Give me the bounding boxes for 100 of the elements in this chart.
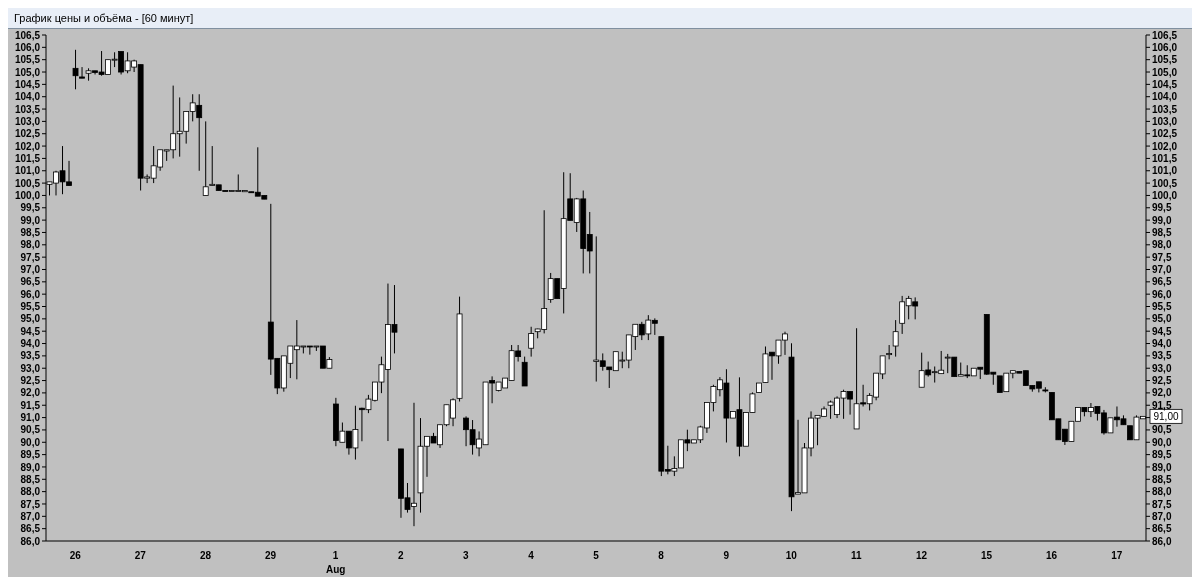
y2-tick-label: 87,0 — [1152, 510, 1172, 522]
y2-tick-label: 92,0 — [1152, 387, 1172, 399]
x-tick-label: 1 — [332, 550, 339, 561]
y2-tick-label: 103,5 — [1152, 103, 1178, 115]
candlestick — [521, 356, 528, 387]
x-tick-label: 2 — [397, 550, 404, 561]
y2-tick-label: 88,5 — [1152, 473, 1172, 485]
x-tick-label: 17 — [1111, 550, 1123, 561]
y-tick-label: 106,0 — [14, 41, 41, 53]
y2-tick-label: 104,5 — [1152, 78, 1178, 90]
candlestick — [528, 326, 535, 358]
y2-tick-label: 102,0 — [1152, 140, 1178, 152]
y-tick-label: 97,0 — [20, 264, 41, 276]
x-tick-label: 27 — [134, 550, 147, 561]
y-tick-label: 99,0 — [20, 214, 41, 226]
x-tick-label: 12 — [915, 550, 928, 561]
y-tick-label: 96,5 — [20, 276, 41, 288]
y2-tick-label: 99,0 — [1152, 214, 1172, 226]
y-tick-label: 103,0 — [14, 115, 41, 127]
y-tick-label: 93,0 — [20, 362, 41, 374]
y-tick-label: 93,5 — [20, 350, 41, 362]
y2-tick-label: 88,0 — [1152, 486, 1172, 498]
y-tick-label: 101,5 — [14, 152, 41, 164]
y-tick-label: 104,0 — [14, 91, 41, 103]
x-tick-label: 9 — [723, 550, 730, 561]
y2-tick-label: 103,0 — [1152, 115, 1178, 127]
y-tick-label: 96,0 — [20, 288, 41, 300]
y-tick-label: 90,0 — [20, 436, 41, 448]
y2-tick-label: 94,5 — [1152, 325, 1172, 337]
y-tick-label: 101,0 — [14, 165, 41, 177]
y-tick-label: 106,5 — [14, 29, 41, 41]
y2-tick-label: 104,0 — [1152, 91, 1178, 103]
y-tick-label: 88,5 — [20, 473, 41, 485]
x-tick-label: 10 — [785, 550, 798, 561]
candlestick — [892, 319, 899, 358]
y-tick-label: 100,5 — [14, 177, 41, 189]
y2-tick-label: 86,5 — [1152, 523, 1172, 535]
y2-tick-label: 96,5 — [1152, 276, 1172, 288]
y2-tick-label: 106,0 — [1152, 41, 1178, 53]
y2-tick-label: 94,0 — [1152, 338, 1172, 350]
y-tick-label: 92,5 — [20, 375, 41, 387]
x-tick-label: 8 — [658, 550, 665, 561]
y-tick-label: 92,0 — [20, 387, 41, 399]
candlestick — [886, 344, 893, 360]
text: 91,00 — [1153, 411, 1179, 423]
y2-tick-label: 86,0 — [1152, 535, 1172, 547]
y-tick-label: 99,5 — [20, 202, 41, 214]
candlestick — [202, 120, 209, 196]
y2-tick-label: 92,5 — [1152, 375, 1172, 387]
x-tick-label: 26 — [69, 550, 82, 561]
y-tick-label: 95,5 — [20, 301, 41, 313]
y-tick-label: 100,0 — [14, 189, 41, 201]
y2-tick-label: 100,5 — [1152, 177, 1178, 189]
y-tick-label: 105,0 — [14, 66, 41, 78]
y2-tick-label: 96,0 — [1152, 288, 1172, 300]
y-tick-label: 86,0 — [20, 535, 41, 547]
y-tick-label: 91,5 — [20, 399, 41, 411]
x-tick-label: 11 — [851, 550, 863, 561]
y2-tick-label: 89,5 — [1152, 449, 1172, 461]
x-tick-label: 5 — [593, 550, 600, 561]
y-tick-label: 88,0 — [20, 486, 41, 498]
y2-tick-label: 97,5 — [1152, 251, 1172, 263]
y-tick-label: 102,5 — [14, 128, 41, 140]
y2-tick-label: 93,0 — [1152, 362, 1172, 374]
y-tick-label: 86,5 — [20, 523, 41, 535]
y2-tick-label: 87,5 — [1152, 498, 1172, 510]
text: Aug — [325, 564, 346, 575]
y-tick-label: 105,5 — [14, 54, 41, 66]
y-tick-label: 95,0 — [20, 313, 41, 325]
y-tick-label: 97,5 — [20, 251, 41, 263]
x-tick-label: 3 — [463, 550, 470, 561]
y-tick-label: 91,0 — [20, 412, 41, 424]
y-tick-label: 90,5 — [20, 424, 41, 436]
y2-tick-label: 91,5 — [1152, 399, 1172, 411]
y2-tick-label: 90,0 — [1152, 436, 1172, 448]
y-tick-label: 103,5 — [14, 103, 41, 115]
y2-tick-label: 105,5 — [1152, 54, 1178, 66]
y-tick-label: 87,0 — [20, 510, 41, 522]
y2-tick-label: 98,0 — [1152, 239, 1172, 251]
y2-tick-label: 89,0 — [1152, 461, 1172, 473]
x-tick-label: 28 — [199, 550, 212, 561]
y2-tick-label: 106,5 — [1152, 29, 1178, 41]
y-tick-label: 94,5 — [20, 325, 41, 337]
y2-tick-label: 105,0 — [1152, 66, 1178, 78]
y2-tick-label: 93,5 — [1152, 350, 1172, 362]
x-tick-label: 16 — [1046, 550, 1058, 561]
candlestick — [79, 66, 85, 79]
y2-tick-label: 97,0 — [1152, 264, 1172, 276]
y-tick-label: 89,0 — [20, 461, 41, 473]
y2-tick-label: 100,0 — [1152, 189, 1178, 201]
x-tick-label: 15 — [980, 550, 993, 561]
y2-tick-label: 98,5 — [1152, 227, 1172, 239]
y-tick-label: 89,5 — [20, 449, 41, 461]
y2-tick-label: 95,5 — [1152, 301, 1172, 313]
y-tick-label: 104,5 — [14, 78, 41, 90]
x-tick-label: 29 — [264, 550, 277, 561]
y2-tick-label: 99,5 — [1152, 202, 1172, 214]
y2-tick-label: 90,5 — [1152, 424, 1172, 436]
y2-tick-label: 101,0 — [1152, 165, 1178, 177]
y-tick-label: 98,5 — [20, 227, 41, 239]
